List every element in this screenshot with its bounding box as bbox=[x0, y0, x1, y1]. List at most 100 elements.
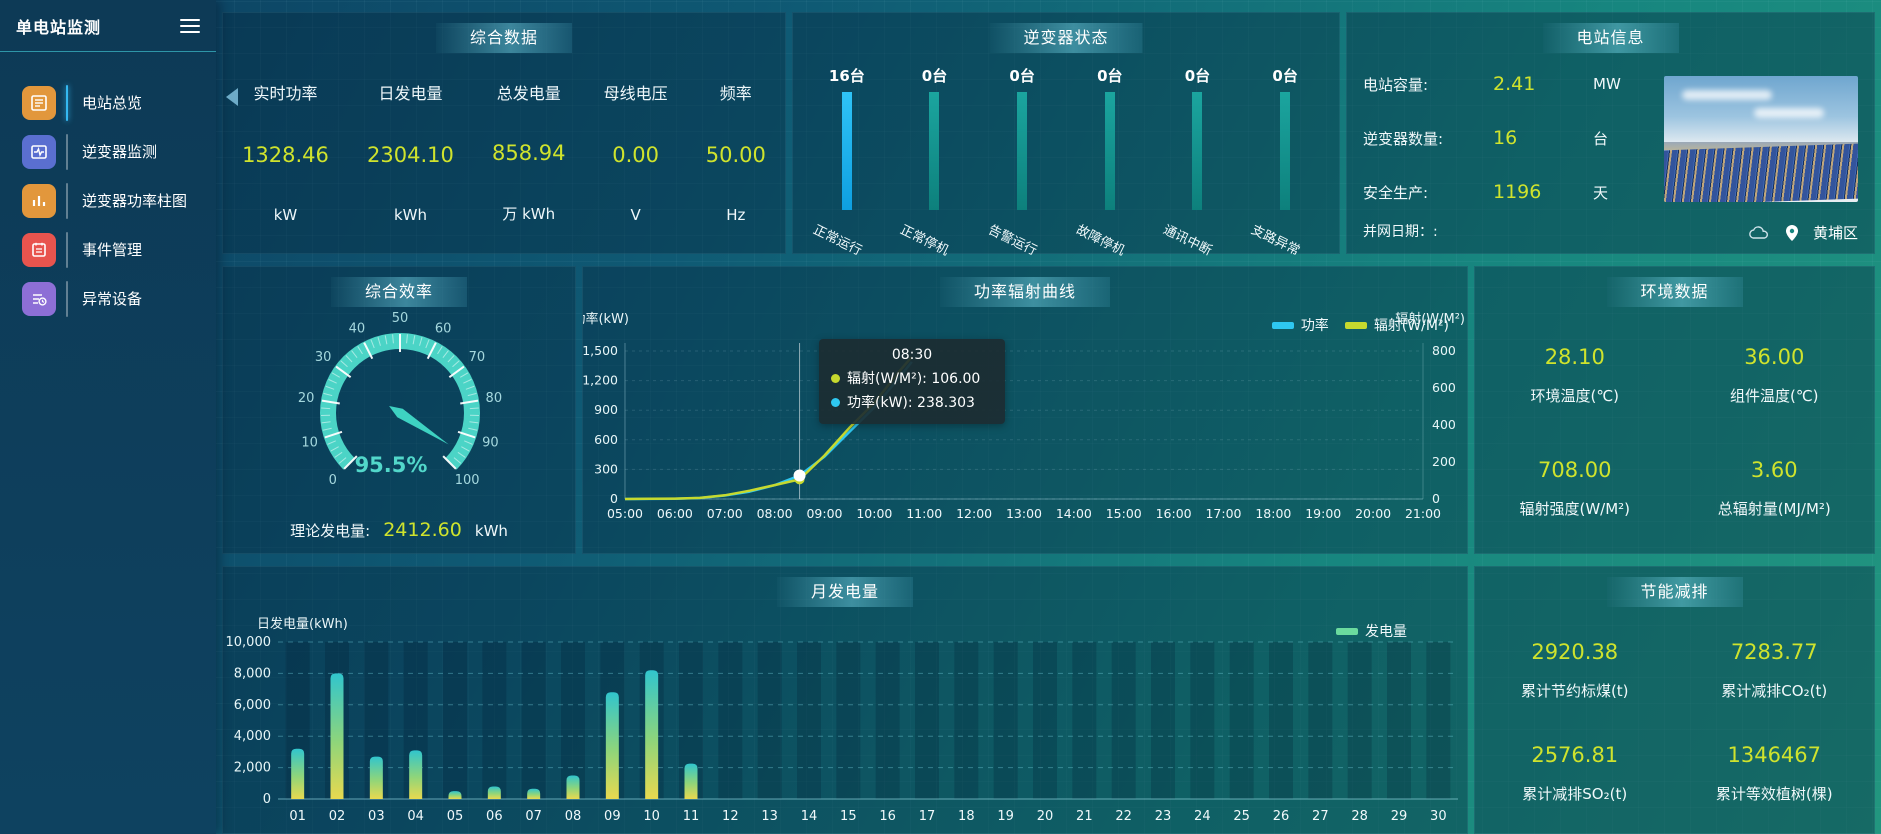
svg-text:10:00: 10:00 bbox=[856, 506, 892, 521]
svg-text:0: 0 bbox=[610, 491, 618, 506]
svg-text:14:00: 14:00 bbox=[1056, 506, 1092, 521]
weather-cloud-icon[interactable] bbox=[1747, 225, 1771, 241]
value: 2920.38 bbox=[1531, 640, 1619, 664]
status-bar bbox=[1280, 92, 1291, 210]
svg-text:40: 40 bbox=[349, 321, 366, 336]
svg-text:15:00: 15:00 bbox=[1106, 506, 1142, 521]
stat-label: 实时功率 bbox=[253, 84, 318, 104]
env-ambient-temp: 28.10 环境温度(℃) bbox=[1530, 345, 1619, 406]
legend-label: 辐射(W/M²) bbox=[1373, 318, 1449, 334]
svg-text:30: 30 bbox=[315, 350, 332, 365]
label: 累计减排SO₂(t) bbox=[1522, 785, 1628, 803]
inverter-status-normal-run: 16台 正常运行 bbox=[807, 65, 887, 259]
count-label: 0台 bbox=[1009, 67, 1035, 85]
panel-title: 节能减排 bbox=[1606, 577, 1743, 607]
power-dot bbox=[831, 397, 840, 407]
svg-text:4,000: 4,000 bbox=[234, 729, 271, 744]
saving-coal: 2920.38 累计节约标煤(t) bbox=[1521, 640, 1629, 701]
svg-text:18:00: 18:00 bbox=[1255, 506, 1291, 521]
legend-label: 发电量 bbox=[1365, 624, 1407, 640]
status-label: 故障停机 bbox=[1073, 222, 1127, 259]
bar-axis-title: 日发电量(kWh) bbox=[257, 617, 348, 632]
row-unit: kWh bbox=[474, 522, 508, 540]
env-radiation-intensity: 708.00 辐射强度(W/M²) bbox=[1519, 458, 1630, 519]
sidebar-collapse-arrow[interactable] bbox=[226, 88, 238, 106]
svg-text:功率(kW): 功率(kW) bbox=[583, 311, 629, 327]
row-label: 逆变器数量: bbox=[1363, 129, 1444, 148]
stat-value: 858.94 bbox=[492, 141, 566, 166]
panel-title: 综合数据 bbox=[435, 23, 573, 53]
svg-text:辐射(W/M²): 辐射(W/M²) bbox=[1395, 311, 1465, 327]
row-value: 16 bbox=[1493, 127, 1518, 149]
status-label: 支路异常 bbox=[1248, 222, 1303, 259]
row-label: 电站容量: bbox=[1363, 75, 1429, 94]
sidebar-header: 单电站监测 bbox=[0, 0, 216, 52]
svg-text:13:00: 13:00 bbox=[1006, 506, 1042, 521]
value: 3.60 bbox=[1750, 458, 1798, 482]
stat-value: 1328.46 bbox=[242, 142, 329, 167]
location-pin-icon[interactable] bbox=[1785, 224, 1799, 242]
app-title: 单电站监测 bbox=[16, 17, 102, 37]
sidebar-item-event-management[interactable]: 事件管理 bbox=[0, 225, 216, 274]
station-info-rows: 电站容量: 2.41 MW 逆变器数量: 16 台 安全生产: 1196 天 bbox=[1363, 57, 1663, 219]
legend-power[interactable]: 功率 bbox=[1271, 315, 1329, 335]
sidebar-item-station-overview[interactable]: 电站总览 bbox=[0, 78, 216, 127]
active-indicator bbox=[66, 84, 68, 121]
sidebar-item-abnormal-devices[interactable]: 异常设备 bbox=[0, 274, 216, 323]
svg-text:900: 900 bbox=[594, 402, 618, 417]
row-label: 安全生产: bbox=[1363, 183, 1429, 202]
svg-text:01: 01 bbox=[289, 809, 306, 824]
saving-grid: 2920.38 累计节约标煤(t) 7283.77 累计减排CO₂(t) 257… bbox=[1475, 619, 1874, 825]
inverter-status-alarm-run: 0台 告警运行 bbox=[982, 65, 1062, 259]
svg-text:70: 70 bbox=[469, 350, 486, 365]
grid-date-label: 并网日期：: bbox=[1363, 224, 1438, 240]
svg-text:10: 10 bbox=[301, 435, 318, 450]
status-label: 告警运行 bbox=[985, 222, 1040, 259]
rail bbox=[66, 231, 68, 268]
value: 28.10 bbox=[1544, 345, 1605, 369]
stat-label: 频率 bbox=[719, 84, 752, 104]
svg-text:24: 24 bbox=[1194, 809, 1211, 824]
panel-power-radiation: 功率辐射曲线 功率 辐射(W/M²) 功率(kW) 辐射(W/M²) 0 300 600… bbox=[582, 266, 1468, 554]
sidebar-item-inverter-monitor[interactable]: 逆变器监测 bbox=[0, 127, 216, 176]
svg-text:20:00: 20:00 bbox=[1355, 506, 1391, 521]
panel-efficiency: 综合效率 0 10 20 30 40 50 60 70 80 90 100 95.5% 理论发电量:… bbox=[222, 266, 576, 554]
rail bbox=[66, 182, 68, 219]
svg-text:800: 800 bbox=[1432, 343, 1456, 358]
env-total-radiation: 3.60 总辐射量(MJ/M²) bbox=[1718, 458, 1831, 519]
svg-text:28: 28 bbox=[1351, 809, 1368, 824]
row-unit: MW bbox=[1593, 75, 1621, 93]
stat-daily-energy: 日发电量 2304.10 kWh bbox=[367, 61, 454, 243]
value: 36.00 bbox=[1744, 345, 1805, 369]
value: 2576.81 bbox=[1531, 743, 1619, 767]
inverter-status-fault-stop: 0台 故障停机 bbox=[1070, 65, 1150, 259]
panel-title: 功率辐射曲线 bbox=[939, 277, 1111, 307]
svg-text:16:00: 16:00 bbox=[1156, 506, 1192, 521]
svg-text:30: 30 bbox=[1430, 809, 1447, 824]
svg-text:05: 05 bbox=[447, 809, 464, 824]
tooltip-radiation: 辐射(W/M²): 106.00 bbox=[831, 368, 993, 388]
svg-text:1,200: 1,200 bbox=[583, 373, 618, 388]
monthly-energy-chart[interactable]: 0 2,000 4,000 6,000 8,000 10,000 01 02 03 04 05 06 0… bbox=[223, 631, 1469, 834]
inverter-status-normal-stop: 0台 正常停机 bbox=[894, 65, 974, 259]
theoretical-energy-row: 理论发电量: 2412.60 kWh bbox=[223, 519, 575, 541]
svg-text:50: 50 bbox=[392, 311, 409, 326]
sidebar-item-label: 事件管理 bbox=[82, 241, 143, 259]
location-row: 黄埔区 bbox=[1747, 222, 1858, 243]
hamburger-menu-icon[interactable] bbox=[180, 15, 200, 37]
sidebar-item-inverter-power-bars[interactable]: 逆变器功率柱图 bbox=[0, 176, 216, 225]
legend-swatch bbox=[1344, 321, 1367, 329]
status-bar bbox=[929, 92, 940, 210]
power-radiation-chart[interactable]: 功率(kW) 辐射(W/M²) 0 300 600 900 1,200 1,500 0 200 40… bbox=[583, 307, 1469, 547]
efficiency-gauge[interactable]: 0 10 20 30 40 50 60 70 80 90 100 bbox=[223, 301, 577, 513]
status-label: 通讯中断 bbox=[1161, 222, 1215, 259]
svg-text:25: 25 bbox=[1233, 809, 1250, 824]
legend-radiation[interactable]: 辐射(W/M²) bbox=[1344, 315, 1449, 335]
overview-stats: 实时功率 1328.46 kW 日发电量 2304.10 kWh 总发电量 85… bbox=[223, 61, 785, 243]
sidebar: 单电站监测 电站总览 逆变器监测 bbox=[0, 0, 216, 834]
stat-unit: kW bbox=[273, 205, 298, 224]
panel-title: 电站信息 bbox=[1542, 23, 1679, 53]
count-label: 16台 bbox=[828, 67, 865, 85]
sidebar-item-label: 电站总览 bbox=[82, 94, 143, 112]
bar-chart-legend[interactable]: 发电量 bbox=[1336, 621, 1407, 641]
